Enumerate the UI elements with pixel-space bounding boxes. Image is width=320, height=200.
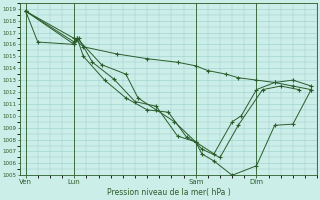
X-axis label: Pression niveau de la mer( hPa ): Pression niveau de la mer( hPa ) — [107, 188, 230, 197]
